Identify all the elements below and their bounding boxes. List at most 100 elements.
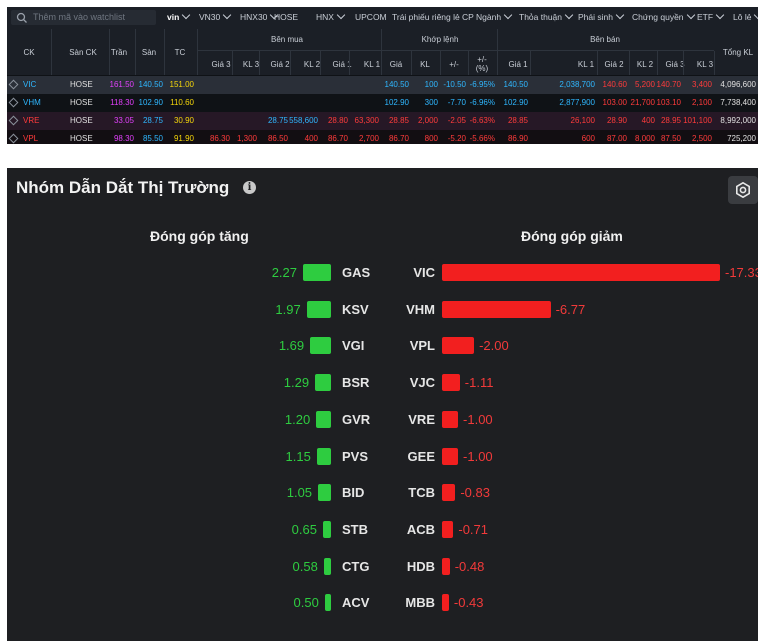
menu-item-upcom[interactable]: UPCOM — [355, 12, 387, 22]
loss-symbol[interactable]: VJC — [409, 375, 435, 391]
table-row[interactable]: VPL HOSE 98.30 85.50 91.90 86.30 1,300 86.50 400… — [7, 130, 758, 144]
col-header-tc: TC — [174, 48, 186, 57]
gain-bar — [318, 484, 331, 502]
loss-symbol[interactable]: MBB — [405, 595, 435, 611]
gain-symbol[interactable]: GAS — [342, 265, 371, 280]
menu-item-vin[interactable]: vin — [167, 10, 191, 22]
gain-symbol[interactable]: GVR — [342, 411, 371, 427]
match-cell: 28.85 — [388, 116, 409, 125]
sell-cell: 86.90 — [507, 134, 528, 143]
info-icon[interactable]: i — [243, 181, 256, 194]
gain-value: 2.27 — [271, 265, 297, 280]
col-header-tran: Trần — [110, 48, 128, 57]
sell-cell: 2,500 — [691, 134, 712, 143]
gain-symbol[interactable]: KSV — [342, 301, 369, 317]
loss-value: -6.77 — [555, 301, 586, 317]
col-header-match-0: Giá — [389, 60, 403, 69]
col-header-sell-0: Giá 1 — [508, 60, 528, 69]
gain-symbol[interactable]: BID — [342, 485, 365, 501]
pin-icon[interactable] — [8, 97, 19, 108]
chevron-down-icon — [503, 10, 513, 20]
col-header-match-2: +/- — [449, 60, 459, 69]
chevron-down-icon — [182, 10, 191, 20]
pin-icon[interactable] — [8, 133, 19, 144]
sell-cell: 2,100 — [691, 98, 712, 107]
divider — [714, 51, 715, 75]
menu-item-etf[interactable]: ETF — [697, 10, 725, 22]
menu-item-label: ETF — [697, 12, 714, 22]
menu-item-thỏa-thuận[interactable]: Thỏa thuận — [519, 10, 574, 22]
loss-symbol[interactable]: VRE — [408, 411, 435, 427]
divider — [197, 50, 714, 51]
menu-item-trái-phiếu-riêng-lẻ[interactable]: Trái phiếu riêng lẻ — [392, 12, 460, 22]
divider — [51, 29, 52, 75]
chevron-down-icon — [615, 10, 625, 20]
settings-button[interactable] — [728, 176, 758, 204]
gain-symbol[interactable]: CTG — [342, 558, 370, 574]
sell-cell: 140.60 — [602, 80, 627, 89]
loss-symbol[interactable]: VHM — [406, 301, 435, 317]
loss-symbol[interactable]: TCB — [408, 485, 435, 501]
menu-item-chứng-quyền[interactable]: Chứng quyền — [632, 10, 695, 22]
loss-bar — [442, 520, 454, 538]
col-header-sell-1: KL 1 — [577, 60, 595, 69]
gain-bar — [316, 447, 331, 465]
loss-symbol[interactable]: GEE — [407, 448, 435, 464]
match-cell: -10.50 — [443, 80, 466, 89]
divider — [290, 51, 291, 75]
buy-cell: 86.50 — [267, 134, 288, 143]
col-header-buy-4: Giá 1 — [332, 60, 352, 69]
loss-symbol[interactable]: HDB — [406, 558, 435, 574]
gain-symbol[interactable]: PVS — [342, 448, 369, 464]
divider — [497, 29, 498, 75]
loss-symbol[interactable]: ACB — [406, 521, 435, 537]
col-header-sell-5: KL 3 — [696, 60, 714, 69]
gain-symbol[interactable]: BSR — [342, 375, 370, 391]
ticker-symbol: VHM — [23, 98, 41, 107]
pin-icon[interactable] — [8, 115, 19, 126]
loss-bar — [442, 447, 459, 465]
chevron-down-icon — [754, 10, 758, 20]
chevron-down-icon — [336, 10, 346, 20]
col-header-buy-1: KL 3 — [242, 60, 260, 69]
menu-item-lô-lẻ[interactable]: Lô lẻ — [733, 10, 758, 22]
table-row[interactable]: VHM HOSE 118.30 102.90 110.60 102.90 300 -7.70-… — [7, 94, 758, 112]
gain-symbol[interactable]: VGI — [342, 338, 365, 354]
table-row[interactable]: VRE HOSE 33.05 28.75 30.90 28.75 558,600 28.80 6… — [7, 112, 758, 130]
watchlist-search[interactable]: Thêm mã vào watchlist — [11, 10, 156, 25]
loss-value: -17.33 — [725, 265, 758, 280]
menu-item-vn30[interactable]: VN30 — [199, 10, 232, 22]
menu-item-hnx[interactable]: HNX — [316, 10, 346, 22]
menu-item-phái-sinh[interactable]: Phái sinh — [578, 10, 625, 22]
loss-value: -1.00 — [463, 411, 493, 427]
sell-cell: 2,877,900 — [559, 98, 595, 107]
loss-symbol[interactable]: VIC — [413, 265, 435, 280]
gain-symbol[interactable]: STB — [342, 521, 368, 537]
menu-item-label: Phái sinh — [578, 12, 613, 22]
market-leaders-panel: Nhóm Dẫn Dắt Thị Trường i Đóng góp tăng … — [7, 168, 758, 641]
menu-item-hnx30[interactable]: HNX30 — [240, 10, 279, 22]
ticker-symbol: VIC — [23, 80, 37, 89]
menu-item-hose[interactable]: HOSE — [274, 12, 298, 22]
gain-bar — [322, 520, 331, 538]
loss-symbol[interactable]: VPL — [409, 338, 435, 354]
loss-bar — [442, 337, 475, 355]
loss-value: -0.43 — [453, 595, 484, 611]
loss-bar — [442, 374, 460, 392]
gain-column-title: Đóng góp tăng — [150, 228, 249, 244]
menu-item-label: HOSE — [274, 12, 299, 22]
pin-icon[interactable] — [8, 79, 19, 90]
divider — [411, 51, 412, 75]
total-volume: 4,096,600 — [720, 80, 756, 89]
gain-symbol[interactable]: ACV — [342, 595, 370, 611]
loss-bar — [442, 410, 459, 428]
sell-cell: 87.50 — [660, 134, 681, 143]
floor-price: 102.90 — [138, 98, 163, 107]
col-header-san: Sàn CK — [69, 48, 97, 57]
menu-item-cp-ngành[interactable]: CP Ngành — [462, 10, 513, 22]
table-row[interactable]: VIC HOSE 161.50 140.50 151.00 140.50 100 -10.50… — [7, 76, 758, 94]
sell-cell: 5,200 — [634, 80, 655, 89]
search-placeholder: Thêm mã vào watchlist — [33, 12, 126, 22]
sell-cell: 600 — [581, 134, 595, 143]
gain-bar — [306, 300, 331, 318]
